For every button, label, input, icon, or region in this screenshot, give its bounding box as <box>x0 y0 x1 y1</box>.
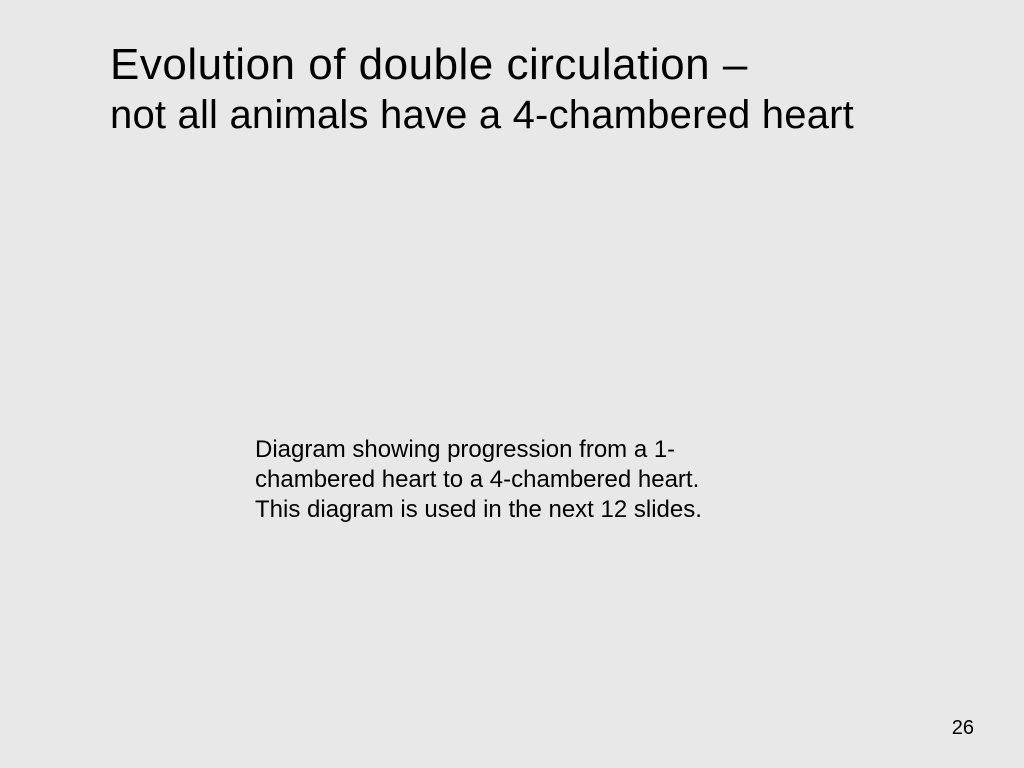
slide-body-text: Diagram showing progression from a 1-cha… <box>255 435 730 525</box>
slide-title-block: Evolution of double circulation – not al… <box>110 40 964 139</box>
slide-title-line1: Evolution of double circulation – <box>110 40 964 91</box>
slide-container: Evolution of double circulation – not al… <box>0 0 1024 768</box>
slide-title-line2: not all animals have a 4-chambered heart <box>110 91 964 139</box>
page-number: 26 <box>952 717 974 740</box>
